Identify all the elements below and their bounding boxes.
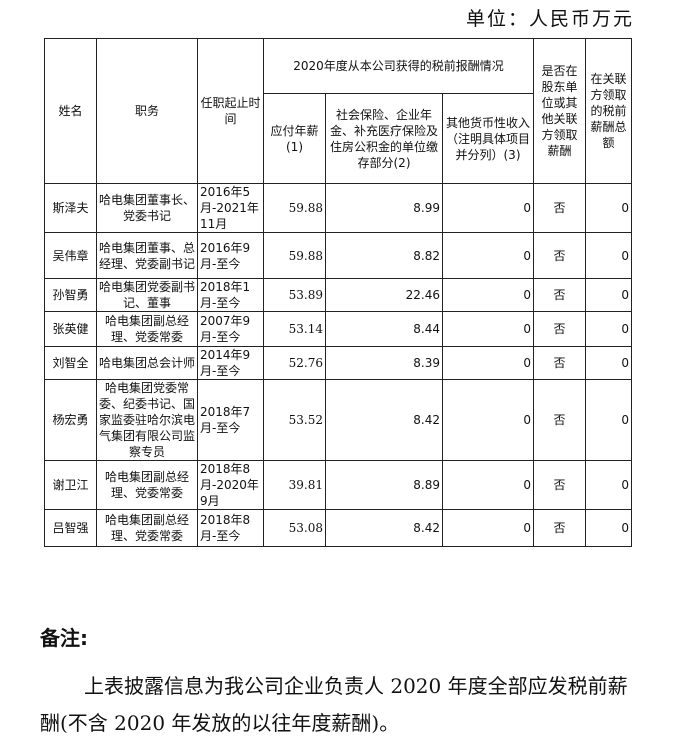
cell-position: 哈电集团董事、总经理、党委副书记 bbox=[96, 232, 198, 279]
cell-term: 2016年5月-2021年11月 bbox=[197, 183, 264, 233]
cell-name: 杨宏勇 bbox=[44, 379, 97, 461]
cell-position: 哈电集团董事长、党委书记 bbox=[96, 183, 198, 233]
table-row: 孙智勇 哈电集团党委副书记、董事 2018年1月-至今 53.89 22.46 0 否 0 bbox=[44, 278, 632, 312]
cell-term: 2018年8月-2020年9月 bbox=[197, 460, 264, 510]
cell-term: 2018年7月-至今 bbox=[197, 379, 264, 461]
cell-position: 哈电集团副总经理、党委常委 bbox=[96, 509, 198, 547]
cell-salary: 39.81 bbox=[263, 460, 326, 510]
cell-social: 8.89 bbox=[325, 460, 443, 510]
cell-salary: 59.88 bbox=[263, 183, 326, 233]
cell-related-flag: 否 bbox=[533, 346, 586, 380]
cell-salary: 53.52 bbox=[263, 379, 326, 461]
cell-salary: 53.14 bbox=[263, 311, 326, 347]
cell-social: 22.46 bbox=[325, 278, 443, 312]
unit-label: 单位：人民币万元 bbox=[465, 8, 634, 30]
cell-position: 哈电集团副总经理、党委常委 bbox=[96, 311, 198, 347]
cell-salary: 59.88 bbox=[263, 232, 326, 279]
header-name: 姓名 bbox=[44, 38, 97, 184]
cell-related-flag: 否 bbox=[533, 183, 586, 233]
header-position: 职务 bbox=[96, 38, 198, 184]
cell-social: 8.44 bbox=[325, 311, 443, 347]
cell-related-flag: 否 bbox=[533, 509, 586, 547]
header-group: 2020年度从本公司获得的税前报酬情况 bbox=[263, 38, 534, 94]
cell-term: 2018年1月-至今 bbox=[197, 278, 264, 312]
table-row: 刘智全 哈电集团总会计师 2014年9月-至今 52.76 8.39 0 否 0 bbox=[44, 346, 632, 380]
table-row: 斯泽夫 哈电集团董事长、党委书记 2016年5月-2021年11月 59.88 8.99… bbox=[44, 183, 632, 233]
notes-body: 上表披露信息为我公司企业负责人 2020 年度全部应发税前薪酬(不含 2020 … bbox=[40, 674, 628, 735]
table-row: 吕智强 哈电集团副总经理、党委常委 2018年8月-至今 53.08 8.42 0 否 0 bbox=[44, 509, 632, 547]
cell-related-total: 0 bbox=[585, 379, 632, 461]
cell-social: 8.99 bbox=[325, 183, 443, 233]
cell-other: 0 bbox=[442, 509, 534, 547]
cell-other: 0 bbox=[442, 460, 534, 510]
cell-other: 0 bbox=[442, 232, 534, 279]
cell-position: 哈电集团党委副书记、董事 bbox=[96, 278, 198, 312]
header-other: 其他货币性收入（注明具体项目并分列）(3) bbox=[442, 93, 534, 184]
cell-name: 吴伟章 bbox=[44, 232, 97, 279]
cell-salary: 53.89 bbox=[263, 278, 326, 312]
cell-related-total: 0 bbox=[585, 346, 632, 380]
cell-term: 2016年9月-至今 bbox=[197, 232, 264, 279]
cell-salary: 52.76 bbox=[263, 346, 326, 380]
cell-term: 2007年9月-至今 bbox=[197, 311, 264, 347]
cell-related-total: 0 bbox=[585, 460, 632, 510]
cell-related-flag: 否 bbox=[533, 311, 586, 347]
cell-name: 斯泽夫 bbox=[44, 183, 97, 233]
cell-position: 哈电集团党委常委、纪委书记、国家监委驻哈尔滨电气集团有限公司监察专员 bbox=[96, 379, 198, 461]
notes-title: 备注: bbox=[40, 626, 88, 650]
cell-social: 8.42 bbox=[325, 379, 443, 461]
cell-social: 8.39 bbox=[325, 346, 443, 380]
header-salary: 应付年薪(1) bbox=[263, 93, 326, 184]
table-row: 张英健 哈电集团副总经理、党委常委 2007年9月-至今 53.14 8.44 0 否 0 bbox=[44, 311, 632, 347]
cell-name: 刘智全 bbox=[44, 346, 97, 380]
table-row: 谢卫江 哈电集团副总经理、党委常委 2018年8月-2020年9月 39.81 8.89… bbox=[44, 460, 632, 510]
header-related-flag: 是否在股东单位或其他关联方领取薪酬 bbox=[533, 38, 586, 184]
header-term: 任职起止时间 bbox=[197, 38, 264, 184]
cell-related-total: 0 bbox=[585, 278, 632, 312]
cell-position: 哈电集团总会计师 bbox=[96, 346, 198, 380]
cell-other: 0 bbox=[442, 346, 534, 380]
cell-other: 0 bbox=[442, 278, 534, 312]
cell-social: 8.42 bbox=[325, 509, 443, 547]
cell-related-flag: 否 bbox=[533, 232, 586, 279]
cell-name: 吕智强 bbox=[44, 509, 97, 547]
cell-position: 哈电集团副总经理、党委常委 bbox=[96, 460, 198, 510]
cell-related-total: 0 bbox=[585, 509, 632, 547]
header-related-total: 在关联方领取的税前薪酬总额 bbox=[585, 38, 632, 184]
cell-salary: 53.08 bbox=[263, 509, 326, 547]
cell-related-total: 0 bbox=[585, 183, 632, 233]
compensation-table: 姓名 职务 任职起止时间 2020年度从本公司获得的税前报酬情况 是否在股东单位… bbox=[44, 38, 632, 547]
cell-name: 谢卫江 bbox=[44, 460, 97, 510]
cell-social: 8.82 bbox=[325, 232, 443, 279]
cell-term: 2014年9月-至今 bbox=[197, 346, 264, 380]
cell-related-flag: 否 bbox=[533, 278, 586, 312]
cell-related-total: 0 bbox=[585, 232, 632, 279]
cell-term: 2018年8月-至今 bbox=[197, 509, 264, 547]
table-row: 吴伟章 哈电集团董事、总经理、党委副书记 2016年9月-至今 59.88 8.82 0 否… bbox=[44, 232, 632, 279]
cell-related-flag: 否 bbox=[533, 460, 586, 510]
cell-related-total: 0 bbox=[585, 311, 632, 347]
cell-related-flag: 否 bbox=[533, 379, 586, 461]
cell-other: 0 bbox=[442, 379, 534, 461]
header-social: 社会保险、企业年金、补充医疗保险及住房公积金的单位缴存部分(2) bbox=[325, 93, 443, 184]
table-row: 杨宏勇 哈电集团党委常委、纪委书记、国家监委驻哈尔滨电气集团有限公司监察专员 201… bbox=[44, 379, 632, 461]
cell-other: 0 bbox=[442, 183, 534, 233]
cell-name: 孙智勇 bbox=[44, 278, 97, 312]
cell-name: 张英健 bbox=[44, 311, 97, 347]
cell-other: 0 bbox=[442, 311, 534, 347]
